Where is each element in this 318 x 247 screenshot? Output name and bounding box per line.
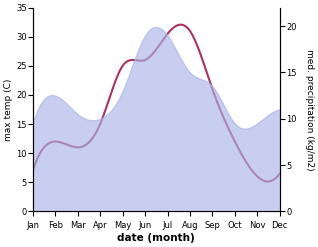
X-axis label: date (month): date (month) — [117, 233, 195, 243]
Y-axis label: max temp (C): max temp (C) — [4, 78, 13, 141]
Y-axis label: med. precipitation (kg/m2): med. precipitation (kg/m2) — [305, 49, 314, 170]
